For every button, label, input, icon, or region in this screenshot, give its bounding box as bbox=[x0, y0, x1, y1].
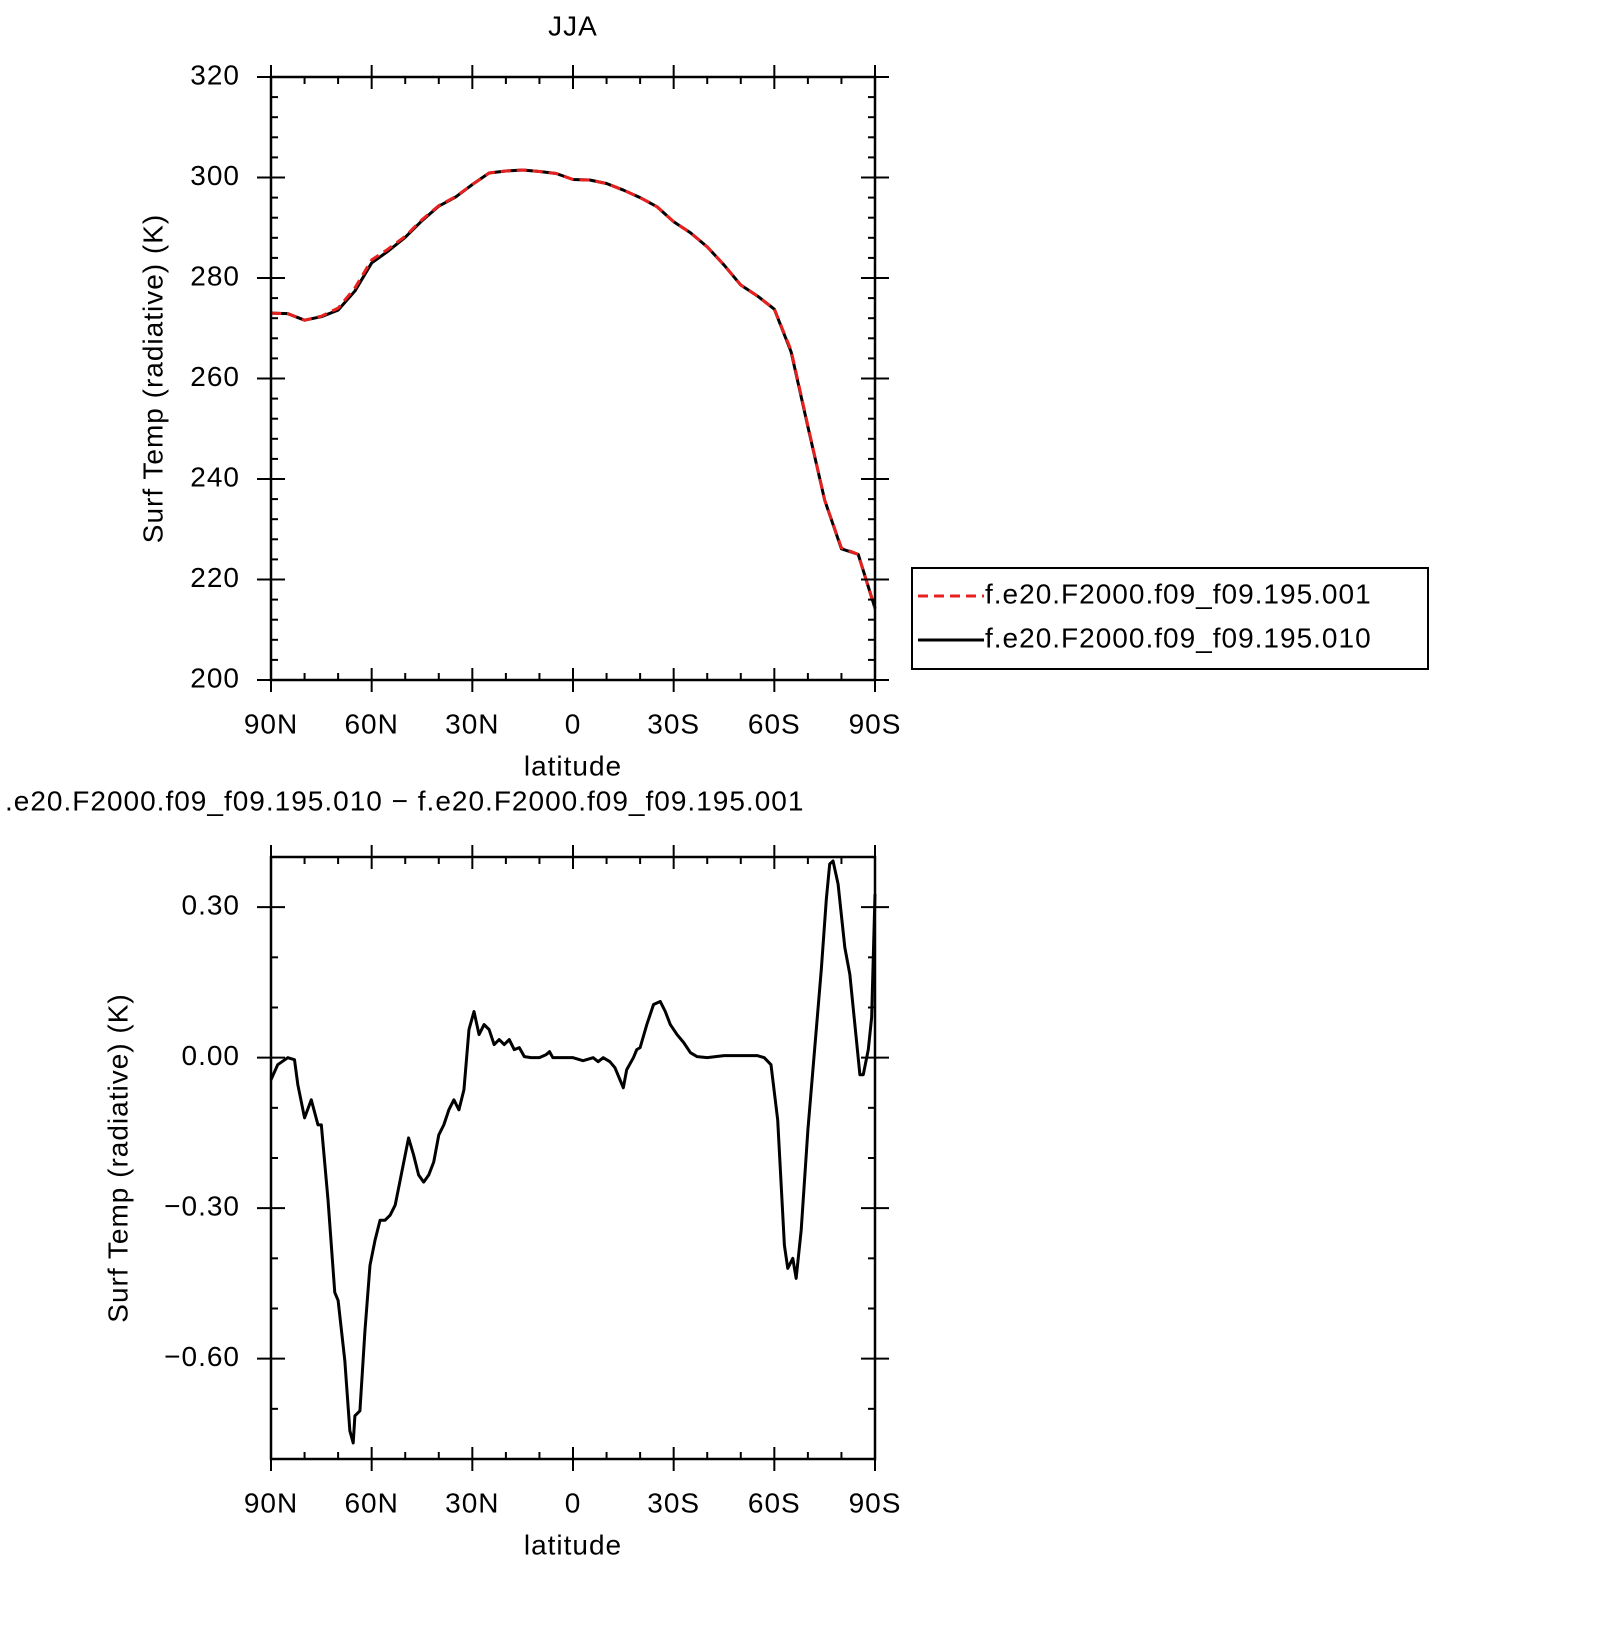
chart-title: .e20.F2000.f09_f09.195.010 − f.e20.F2000… bbox=[5, 785, 804, 816]
x-tick-label: 60N bbox=[344, 1487, 398, 1518]
series-line bbox=[269, 859, 877, 1445]
chart-title: JJA bbox=[548, 10, 598, 41]
x-tick-label: 0 bbox=[565, 1487, 582, 1518]
y-tick-label: 320 bbox=[190, 59, 240, 90]
y-tick-label: 280 bbox=[190, 260, 240, 291]
x-tick-label: 30S bbox=[647, 708, 700, 739]
y-tick-label: 300 bbox=[190, 160, 240, 191]
x-tick-label: 30N bbox=[445, 708, 499, 739]
x-tick-label: 90N bbox=[244, 708, 298, 739]
y-axis-label: Surf Temp (radiative) (K) bbox=[102, 993, 133, 1322]
x-tick-label: 90S bbox=[849, 1487, 902, 1518]
legend-label: f.e20.F2000.f09_f09.195.010 bbox=[985, 622, 1372, 653]
y-tick-label: 220 bbox=[190, 562, 240, 593]
series-line bbox=[270, 168, 877, 609]
legend-label: f.e20.F2000.f09_f09.195.001 bbox=[985, 578, 1372, 609]
y-tick-label: −0.30 bbox=[164, 1191, 240, 1222]
x-tick-label: 90N bbox=[244, 1487, 298, 1518]
y-axis-label: Surf Temp (radiative) (K) bbox=[137, 214, 168, 543]
x-axis-label: latitude bbox=[524, 750, 622, 781]
legend-box bbox=[911, 567, 1429, 670]
x-tick-label: 60N bbox=[344, 708, 398, 739]
series-line bbox=[270, 168, 877, 610]
x-axis-label: latitude bbox=[524, 1529, 622, 1560]
y-tick-label: 0.00 bbox=[182, 1040, 241, 1071]
y-tick-label: −0.60 bbox=[164, 1341, 240, 1372]
x-tick-label: 0 bbox=[565, 708, 582, 739]
x-tick-label: 30N bbox=[445, 1487, 499, 1518]
x-tick-label: 60S bbox=[748, 1487, 801, 1518]
y-tick-label: 0.30 bbox=[182, 890, 241, 921]
x-tick-label: 90S bbox=[849, 708, 902, 739]
x-tick-label: 30S bbox=[647, 1487, 700, 1518]
y-tick-label: 260 bbox=[190, 361, 240, 392]
y-tick-label: 240 bbox=[190, 461, 240, 492]
y-tick-label: 200 bbox=[190, 662, 240, 693]
plot-frame bbox=[269, 75, 877, 682]
x-tick-label: 60S bbox=[748, 708, 801, 739]
